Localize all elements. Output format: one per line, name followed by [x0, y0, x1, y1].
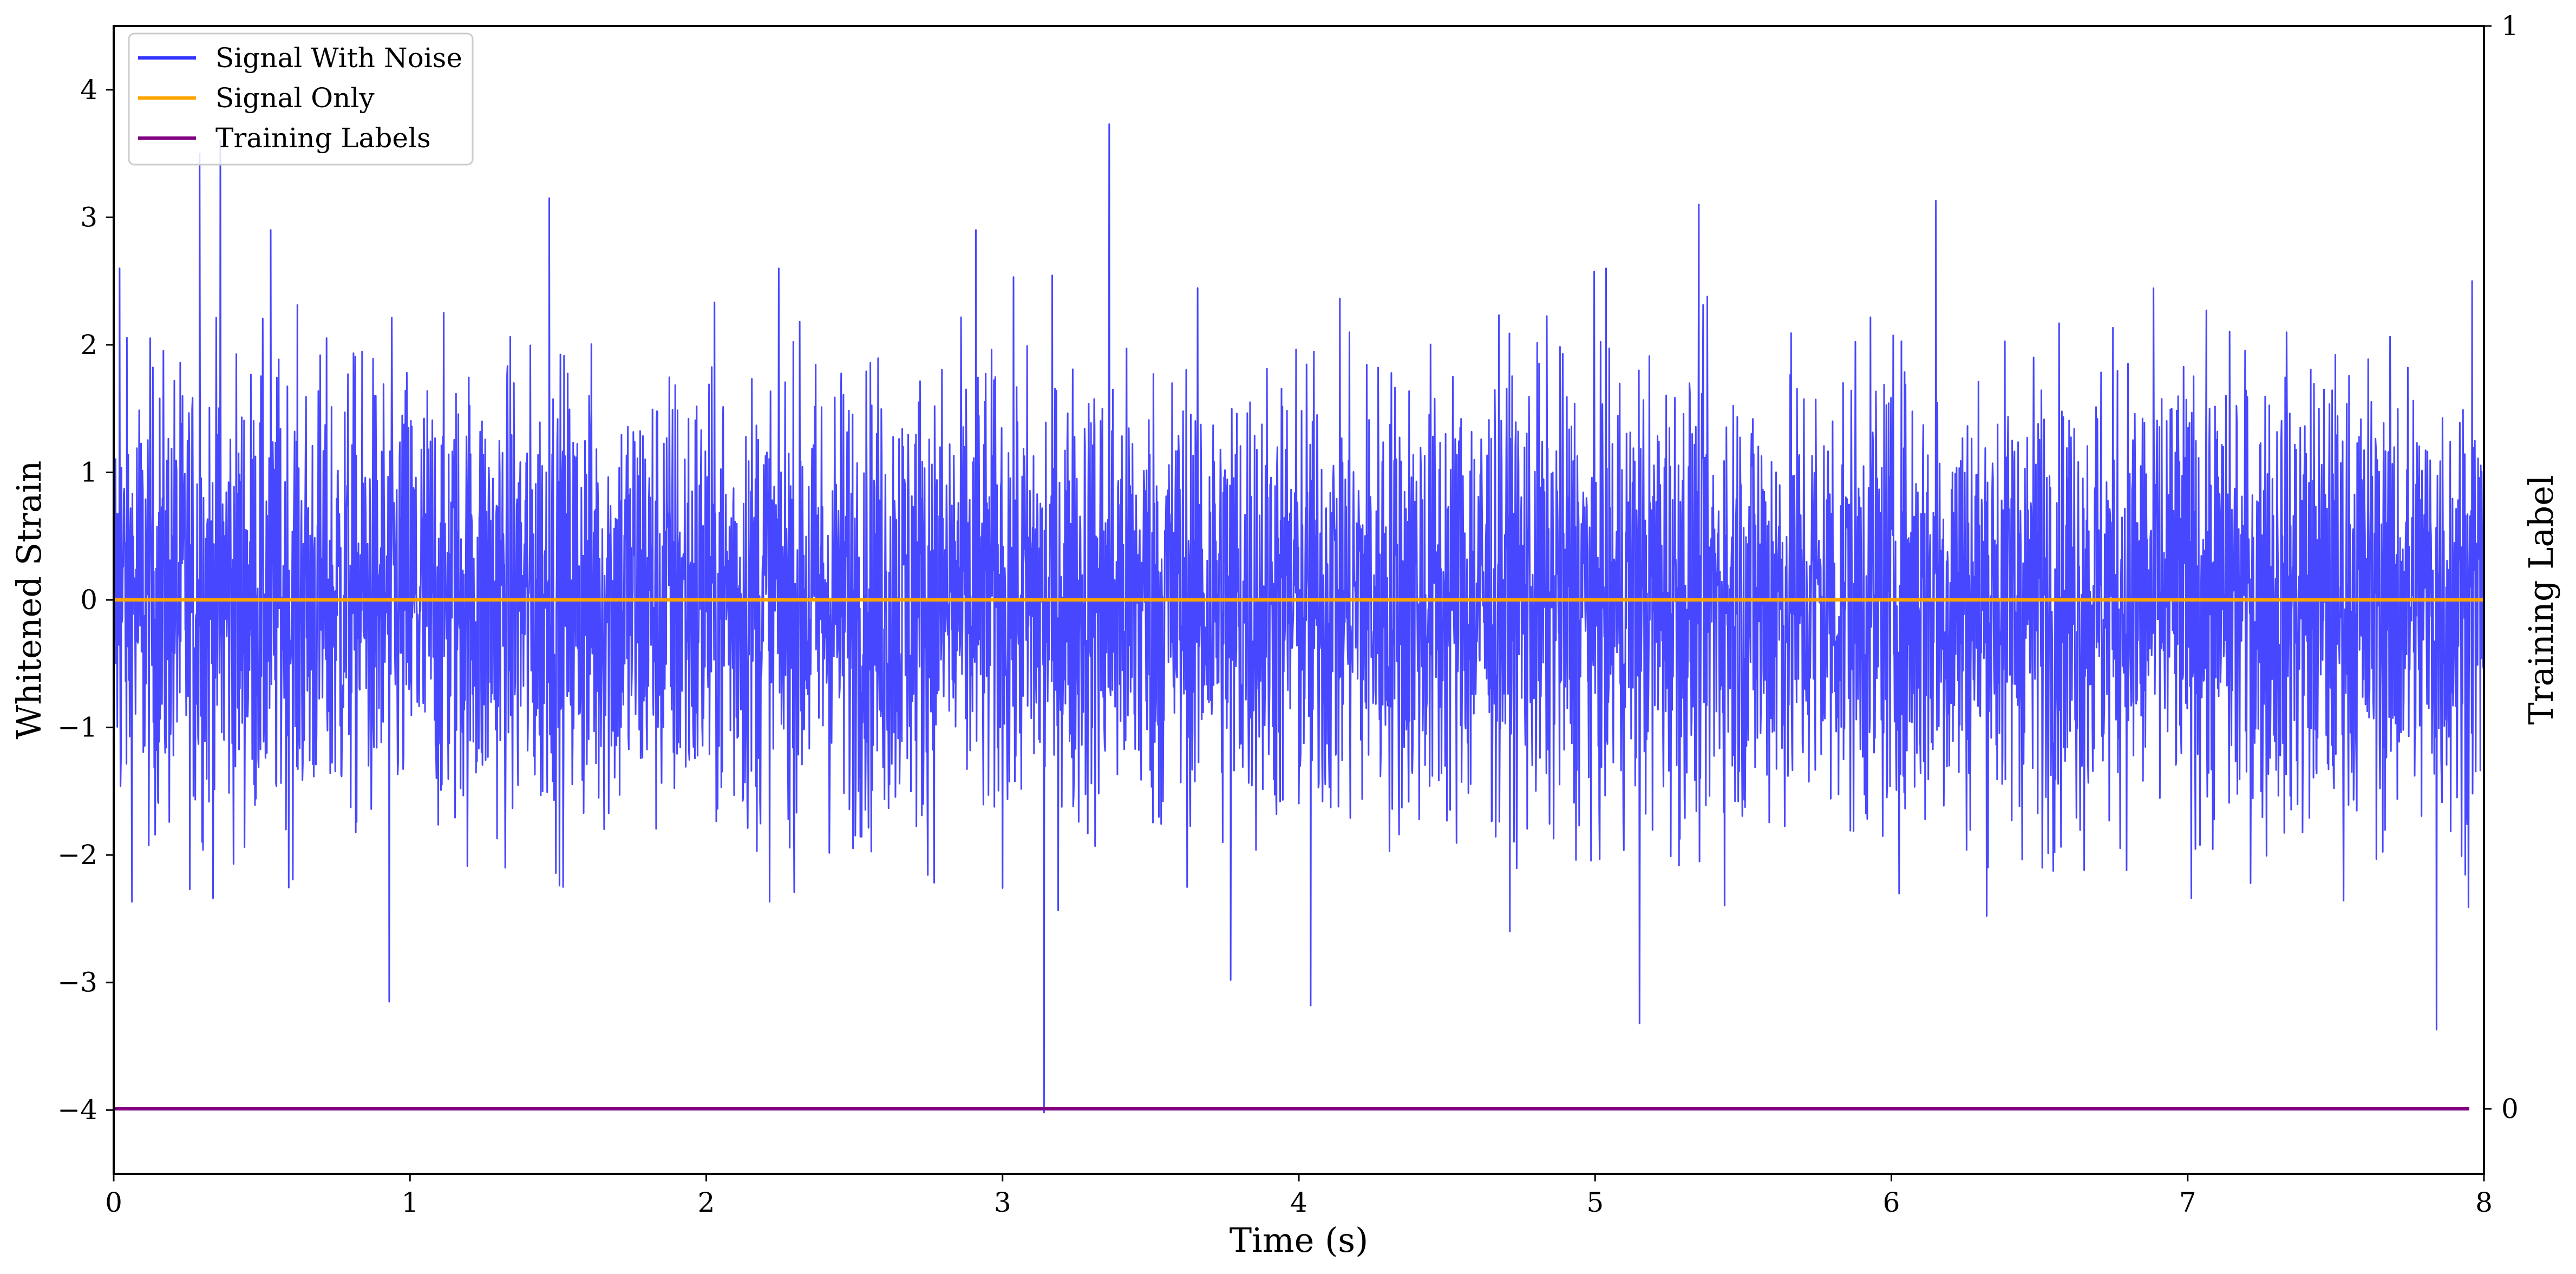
x-axis-ticks: 0 1 2 3 4 5 6 7 8 [105, 1174, 2493, 1218]
y-tick-label: 0 [80, 584, 97, 616]
y-tick-label: −4 [57, 1094, 97, 1126]
x-tick-label: 8 [2475, 1187, 2493, 1218]
x-tick-label: 0 [105, 1187, 122, 1218]
legend-label-signal-with-noise: Signal With Noise [215, 42, 462, 74]
x-tick-label: 6 [1883, 1187, 1900, 1218]
x-tick-label: 5 [1586, 1187, 1604, 1218]
x-axis-title: Time (s) [1230, 1220, 1369, 1260]
y-tick-label: 2 [80, 329, 97, 361]
y-tick-label: −1 [57, 712, 97, 743]
y2-axis-ticks: 01 [2484, 10, 2519, 1125]
y-tick-label: −2 [57, 839, 97, 871]
y-tick-label: 3 [80, 201, 97, 233]
x-tick-label: 2 [698, 1187, 715, 1218]
x-tick-label: 3 [994, 1187, 1011, 1218]
legend: Signal With Noise Signal Only Training L… [128, 32, 474, 166]
y2-tick-label: 0 [2501, 1093, 2519, 1125]
y2-tick-label: 1 [2501, 10, 2519, 42]
y-tick-label: 4 [80, 74, 97, 106]
legend-label-signal-only: Signal Only [215, 82, 375, 114]
signal-with-noise-series [114, 123, 2484, 1114]
legend-label-training-labels: Training Labels [215, 122, 431, 154]
y-tick-label: 1 [80, 456, 97, 488]
signal-with-noise-line [114, 123, 2484, 1114]
y-axis-ticks: −4 −3 −2 −1 0 1 2 3 4 [57, 74, 114, 1126]
x-tick-label: 1 [401, 1187, 419, 1218]
x-tick-label: 4 [1290, 1187, 1307, 1218]
x-tick-label: 7 [2179, 1187, 2196, 1218]
y-axis-title: Whitened Strain [9, 461, 49, 740]
y-tick-label: −3 [57, 967, 97, 998]
y2-axis-title: Training Label [2521, 475, 2561, 724]
legend-box [128, 32, 474, 166]
